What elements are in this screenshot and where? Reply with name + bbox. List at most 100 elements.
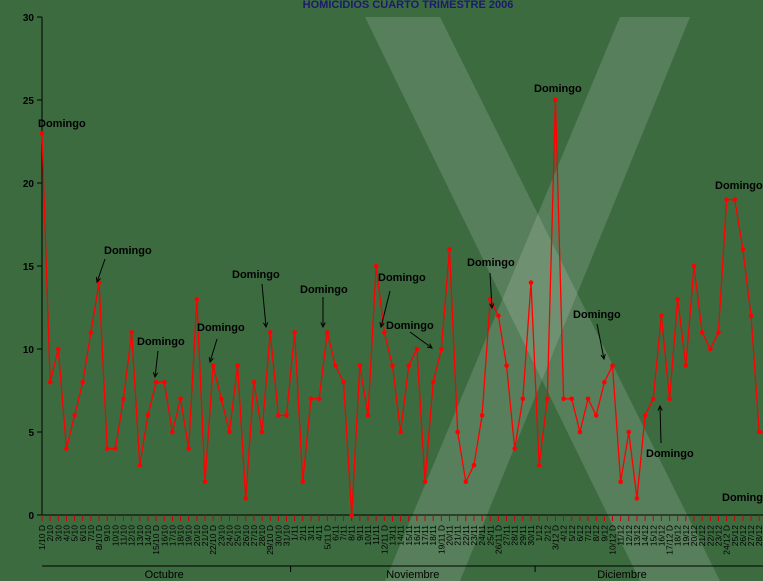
data-point — [667, 396, 672, 402]
annotation-arrow — [489, 272, 493, 309]
x-tick-label: 1/11 — [290, 525, 300, 541]
x-tick-label: 9/11 — [355, 525, 365, 541]
data-point — [121, 396, 126, 402]
x-tick-label: 7/12 — [583, 525, 593, 542]
data-point — [512, 446, 517, 451]
annotation-arrow — [596, 323, 605, 360]
arrow-head — [426, 343, 433, 349]
data-point — [585, 396, 591, 402]
data-point — [194, 296, 200, 302]
x-tick-label: 26/11 D — [493, 525, 503, 554]
x-tick-label: 19/12 — [681, 525, 691, 547]
data-point — [683, 363, 689, 368]
x-tick-label: 17/10 — [167, 525, 177, 547]
data-point — [300, 479, 306, 485]
data-point — [243, 496, 249, 501]
x-tick-label: 2/12 — [542, 525, 552, 542]
x-tick-label: 24/12 D — [722, 525, 732, 555]
arrow-head — [489, 303, 495, 310]
y-tick-label: 0 — [28, 511, 34, 522]
arrow-head — [208, 356, 214, 364]
data-point — [659, 313, 664, 319]
annotation: Domingo — [197, 322, 245, 334]
x-tick-label: 3/11 — [306, 525, 316, 541]
x-tick-label: 12/12 — [624, 525, 634, 547]
annotation: Domingo — [104, 245, 152, 257]
x-tick-label: 23/12 — [713, 525, 723, 547]
data-point — [161, 379, 167, 385]
x-tick-label: 16/10 — [159, 525, 169, 547]
x-tick-label: 7/11 — [339, 525, 349, 541]
data-point — [284, 413, 289, 418]
x-tick-label: 19/11 D — [436, 525, 446, 554]
data-point — [569, 396, 575, 402]
data-point — [251, 379, 257, 385]
arrow-head — [320, 322, 326, 329]
data-point — [292, 330, 297, 335]
arrow-head — [600, 354, 606, 361]
x-tick-label: 10/10 — [110, 525, 120, 547]
data-point — [235, 363, 240, 368]
data-point — [479, 413, 485, 418]
x-tick-label: 18/12 — [673, 525, 683, 547]
y-tick-label: 10 — [23, 345, 35, 356]
x-tick-label: 7/10 — [86, 525, 96, 542]
data-point — [39, 130, 45, 136]
data-point — [324, 330, 330, 335]
x-tick-label: 24/10 — [224, 525, 234, 547]
data-point — [145, 413, 151, 418]
data-point — [129, 330, 134, 335]
x-tick-label: 22/11 — [461, 525, 471, 546]
annotation-arrow — [154, 350, 159, 378]
x-tick-label: 14/12 — [640, 525, 650, 547]
x-tick-label: 11/12 — [616, 525, 626, 546]
data-point — [642, 413, 648, 418]
x-tick-label: 14/11 — [396, 525, 406, 546]
data-point — [691, 263, 697, 269]
data-point — [455, 429, 460, 435]
y-tick-label: 30 — [23, 13, 35, 24]
data-point — [618, 479, 623, 485]
annotation-arrow — [380, 290, 391, 328]
data-point — [373, 263, 379, 269]
x-tick-label: 21/10 — [200, 525, 210, 547]
data-point — [496, 313, 501, 319]
x-tick-label: 1/12 — [534, 525, 544, 542]
x-tick-label: 19/10 — [184, 525, 194, 547]
month-label: Noviembre — [386, 569, 439, 581]
x-tick-label: 13/12 — [632, 525, 642, 547]
data-point — [186, 446, 191, 451]
x-tick-label: 1/10 D — [37, 525, 47, 550]
x-tick-label: 20/10 — [192, 525, 202, 547]
data-point — [202, 479, 208, 485]
data-point — [724, 197, 729, 202]
x-tick-label: 18/10 — [176, 525, 186, 547]
x-tick-label: 10/12 D — [608, 525, 618, 555]
data-point — [422, 479, 428, 485]
x-tick-label: 6/11 — [330, 525, 340, 541]
x-tick-label: 25/10 — [233, 525, 243, 547]
data-point — [536, 462, 542, 468]
x-tick-label: 8/10 D — [94, 525, 104, 550]
data-point — [471, 462, 477, 468]
x-tick-label: 12/11 D — [379, 525, 389, 554]
data-point — [88, 330, 94, 335]
data-point — [634, 496, 640, 501]
data-point — [626, 429, 632, 435]
x-tick-label: 22/12 — [705, 525, 715, 547]
month-label: Octubre — [145, 569, 184, 581]
x-tick-label: 23/10 — [216, 525, 226, 547]
x-tick-label: 21/12 — [697, 525, 707, 547]
data-point — [650, 396, 656, 402]
decor-band — [385, 17, 690, 581]
data-point — [341, 379, 346, 385]
data-point — [414, 346, 420, 352]
data-point — [748, 313, 754, 319]
x-tick-label: 28/11 — [510, 525, 520, 546]
data-point — [610, 363, 615, 368]
data-point — [276, 413, 281, 418]
x-tick-label: 28/10 — [257, 525, 267, 547]
x-tick-label: 2/11 — [298, 525, 308, 541]
x-tick-label: 4/10 — [61, 525, 71, 542]
x-tick-label: 27/10 — [249, 525, 259, 547]
